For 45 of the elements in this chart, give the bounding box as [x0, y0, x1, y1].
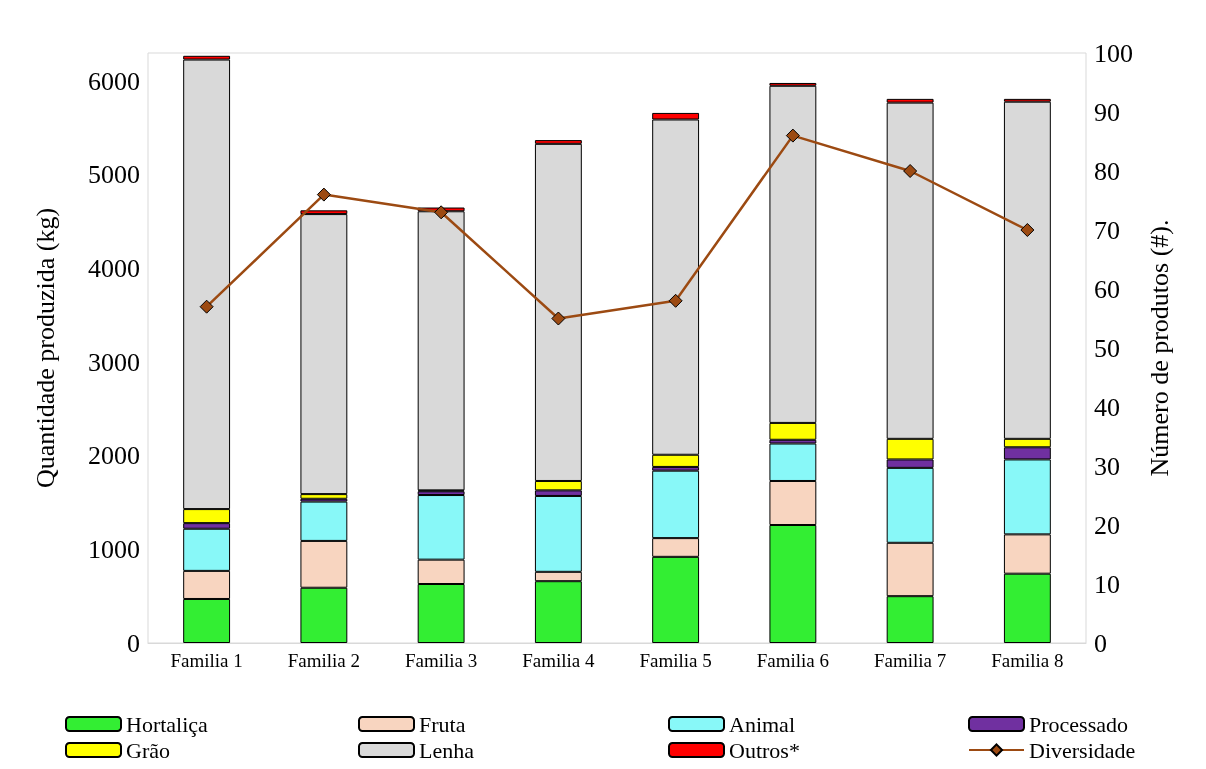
point [668, 293, 683, 308]
y-tick-label: 2000 [88, 441, 140, 471]
x-tick-label: Familia 4 [522, 650, 596, 671]
y-tick-label: 3000 [88, 347, 140, 377]
point [903, 164, 918, 178]
point [316, 187, 331, 202]
legend-label: Animal [729, 711, 795, 737]
legend-label: Hortaliça [126, 711, 209, 737]
point [551, 311, 566, 326]
x-tick-label: Familia 5 [639, 650, 712, 671]
bar [300, 214, 348, 495]
y-tick-label: 0 [127, 628, 140, 658]
y2-tick-label: 10 [1094, 569, 1120, 599]
x-tick-label: Familia 6 [756, 650, 830, 671]
y2-tick-label: 100 [1094, 38, 1133, 68]
y2-tick-label: 70 [1094, 215, 1120, 245]
y2-tick-label: 0 [1094, 628, 1107, 658]
x-tick-label: Familia 7 [873, 650, 947, 671]
y-axis-title: Quantidade produzida (kg) [30, 207, 60, 489]
legend-label: Grão [126, 737, 170, 763]
y2-axis-title: Número de produtos (#). [1144, 219, 1174, 477]
legend-label: Processado [1029, 711, 1128, 737]
y-tick-label: 5000 [88, 160, 140, 190]
x-tick-label: Familia 8 [991, 650, 1064, 671]
y2-tick-label: 30 [1094, 451, 1120, 481]
legend-label: Fruta [419, 711, 466, 737]
y2-tick-label: 60 [1094, 274, 1120, 304]
x-tick-label: Familia 3 [404, 650, 478, 671]
y2-tick-label: 80 [1094, 156, 1120, 186]
point [434, 205, 449, 220]
x-tick-label: Familia 1 [170, 650, 243, 671]
y2-tick-label: 20 [1094, 510, 1120, 540]
point [1020, 223, 1035, 237]
y2-tick-label: 50 [1094, 333, 1120, 363]
y2-tick-label: 90 [1094, 97, 1120, 127]
legend-label: Lenha [419, 737, 475, 763]
legend-label: Diversidade [1029, 737, 1136, 763]
y-tick-label: 6000 [88, 66, 140, 96]
x-tick-label: Familia 2 [287, 650, 361, 671]
legend-label: Outros* [729, 737, 800, 763]
point [785, 128, 800, 143]
point [199, 299, 214, 314]
y-tick-label: 1000 [88, 534, 140, 564]
y2-tick-label: 40 [1094, 392, 1120, 422]
y-tick-label: 4000 [88, 253, 140, 283]
